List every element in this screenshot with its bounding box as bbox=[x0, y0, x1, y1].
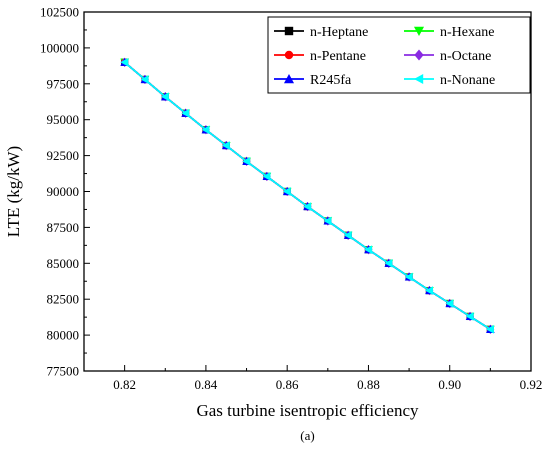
data-point bbox=[364, 245, 373, 254]
series-n-Pentane bbox=[121, 58, 494, 333]
y-tick-label: 80000 bbox=[47, 328, 80, 343]
data-point bbox=[140, 75, 149, 84]
legend-item: n-Nonane bbox=[404, 73, 495, 88]
data-point bbox=[221, 141, 230, 150]
legend-marker bbox=[284, 50, 294, 60]
data-point bbox=[201, 125, 210, 135]
data-point bbox=[404, 272, 413, 282]
x-tick-label: 0.92 bbox=[520, 377, 543, 392]
legend-item: R245fa bbox=[274, 73, 352, 88]
data-point bbox=[242, 157, 251, 166]
data-point bbox=[465, 312, 474, 321]
series-line bbox=[124, 61, 491, 331]
legend-label: n-Octane bbox=[440, 49, 491, 64]
x-tick-label: 0.84 bbox=[195, 377, 218, 392]
y-tick-label: 87500 bbox=[47, 220, 80, 235]
x-tick-labels: 0.82 0.84 0.86 0.88 0.90 0.92 bbox=[113, 377, 542, 392]
x-tick-label: 0.90 bbox=[438, 377, 461, 392]
y-tick-label: 82500 bbox=[47, 292, 80, 307]
y-tick-label: 95000 bbox=[47, 112, 80, 127]
x-axis-title: Gas turbine isentropic efficiency bbox=[196, 401, 419, 420]
x-tick-label: 0.82 bbox=[113, 377, 136, 392]
plot-series bbox=[120, 57, 495, 335]
legend-label: n-Pentane bbox=[310, 49, 366, 64]
series-line bbox=[124, 61, 491, 331]
legend-marker bbox=[283, 73, 295, 84]
data-point bbox=[160, 92, 169, 102]
legend-label: n-Hexane bbox=[440, 25, 494, 40]
series-line bbox=[124, 61, 491, 331]
series-n-Hexane bbox=[120, 58, 495, 334]
plot-area-frame bbox=[83, 11, 532, 372]
legend: n-Heptane n-Hexane n-Pentane n-Octane R245fa… bbox=[267, 16, 531, 94]
data-point bbox=[120, 57, 129, 67]
x-tick-label: 0.86 bbox=[276, 377, 299, 392]
y-tick-label: 85000 bbox=[47, 256, 80, 271]
y-tick-labels: 77500 80000 82500 85000 87500 90000 92500 95000… bbox=[40, 5, 79, 379]
legend-item: n-Octane bbox=[404, 49, 491, 64]
legend-label: n-Heptane bbox=[310, 25, 368, 40]
data-point bbox=[323, 216, 332, 226]
legend-label: R245fa bbox=[310, 73, 352, 88]
legend-item: n-Hexane bbox=[404, 25, 494, 40]
data-point bbox=[303, 202, 312, 211]
data-point bbox=[181, 108, 190, 118]
data-point bbox=[486, 325, 494, 334]
y-tick-label: 102500 bbox=[40, 5, 79, 20]
legend-item: n-Heptane bbox=[274, 25, 368, 40]
legend-label: n-Nonane bbox=[440, 73, 495, 88]
y-axis-title: LTE (kg/kW) bbox=[4, 146, 23, 237]
data-point bbox=[445, 299, 454, 308]
data-point bbox=[262, 172, 271, 181]
legend-item: n-Pentane bbox=[274, 49, 366, 64]
series-R245fa bbox=[120, 57, 495, 333]
legend-marker bbox=[414, 49, 424, 61]
series-line bbox=[124, 61, 491, 331]
data-point bbox=[282, 187, 291, 196]
data-point bbox=[425, 286, 434, 295]
y-tick-label: 92500 bbox=[47, 148, 80, 163]
data-point bbox=[343, 230, 352, 240]
data-point bbox=[384, 258, 393, 268]
legend-marker bbox=[413, 73, 424, 85]
x-tick-label: 0.88 bbox=[357, 377, 380, 392]
legend-box bbox=[267, 16, 531, 94]
series-line bbox=[124, 61, 491, 331]
series-n-Nonane bbox=[120, 57, 494, 334]
series-n-Heptane bbox=[121, 58, 494, 333]
legend-marker bbox=[284, 26, 294, 36]
y-tick-label: 77500 bbox=[47, 364, 80, 379]
series-line bbox=[124, 61, 491, 331]
series-n-Octane bbox=[120, 57, 495, 335]
legend-marker bbox=[413, 26, 425, 37]
y-tick-label: 97500 bbox=[47, 76, 80, 91]
y-tick-label: 90000 bbox=[47, 184, 80, 199]
figure-caption: (a) bbox=[300, 428, 314, 443]
y-tick-label: 100000 bbox=[40, 40, 79, 55]
